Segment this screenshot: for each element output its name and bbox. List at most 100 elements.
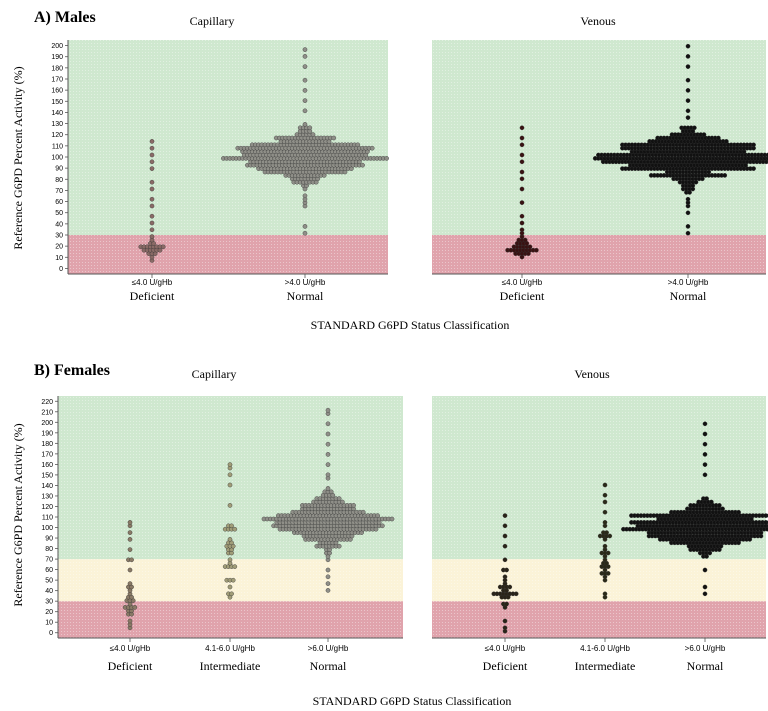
data-point: [227, 472, 233, 478]
y-tick-label: 220: [41, 399, 53, 406]
data-point: [325, 431, 331, 437]
data-point: [328, 489, 334, 495]
y-tick-label: 40: [55, 221, 63, 228]
data-point: [722, 173, 728, 178]
data-point: [127, 567, 133, 573]
data-point: [685, 54, 691, 59]
data-point: [302, 224, 308, 229]
y-tick-label: 0: [59, 266, 63, 273]
data-point: [504, 567, 509, 573]
y-tick-label: 10: [45, 620, 53, 627]
data-point: [751, 142, 756, 148]
data-point: [519, 142, 525, 148]
y-tick-label: 110: [42, 515, 53, 522]
data-point: [302, 193, 308, 199]
x-tick-range-label: 4.1-6.0 U/gHb: [205, 644, 255, 653]
data-point: [685, 210, 691, 216]
data-point: [149, 234, 155, 239]
data-point: [519, 152, 525, 158]
data-point: [519, 169, 525, 175]
data-point: [702, 472, 708, 478]
data-point: [502, 523, 508, 529]
y-tick-label: 110: [52, 143, 63, 150]
swarm-normal: [221, 47, 389, 236]
data-point: [127, 581, 133, 586]
data-point: [701, 132, 707, 137]
data-point: [502, 533, 508, 539]
data-point: [502, 543, 508, 549]
x-tick-category-label: Deficient: [483, 659, 528, 673]
y-tick-label: 90: [45, 536, 53, 543]
x-tick-category-label: Normal: [287, 289, 324, 303]
data-point: [149, 213, 155, 219]
y-tick-label: 50: [45, 578, 53, 585]
y-tick-label: 160: [41, 462, 53, 469]
data-point: [502, 625, 508, 631]
group-title-capillary: Capillary: [190, 14, 235, 28]
data-point: [149, 203, 155, 209]
x-tick-category-label: Deficient: [500, 289, 545, 303]
y-tick-label: 200: [41, 420, 53, 427]
y-tick-label: 180: [41, 441, 53, 448]
data-point: [502, 618, 508, 624]
y-tick-label: 20: [55, 244, 63, 251]
y-tick-label: 30: [55, 233, 63, 240]
data-point: [702, 591, 708, 597]
data-point: [519, 220, 525, 226]
y-tick-label: 50: [55, 210, 63, 217]
swarm-normal: [621, 421, 768, 597]
y-axis-label: Reference G6PD Percent Activity (%): [11, 423, 25, 606]
data-point: [519, 186, 525, 192]
y-tick-label: 150: [41, 472, 53, 479]
data-point: [685, 43, 691, 49]
y-tick-label: 130: [51, 121, 63, 128]
x-tick-category-label: Deficient: [108, 659, 153, 673]
data-point: [605, 550, 611, 556]
data-point: [702, 567, 708, 573]
data-point: [685, 230, 691, 236]
data-point: [127, 530, 133, 535]
swarm-deficient: [505, 125, 539, 260]
y-tick-label: 180: [51, 65, 63, 72]
data-point: [325, 574, 331, 580]
x-tick-category-label: Intermediate: [200, 659, 261, 673]
y-tick-label: 0: [49, 630, 53, 637]
data-point: [302, 98, 308, 103]
x-tick-range-label: ≤4.0 U/gHb: [110, 644, 151, 653]
y-tick-label: 190: [41, 430, 53, 437]
data-point: [519, 135, 525, 141]
swarm-deficient: [122, 520, 138, 631]
data-point: [702, 462, 708, 467]
data-point: [325, 581, 331, 586]
data-point: [384, 156, 389, 161]
data-point: [127, 547, 133, 552]
data-point: [702, 452, 708, 457]
panel-males: A) Males Capillary Venous Reference G6PD…: [11, 9, 768, 332]
data-point: [310, 132, 316, 137]
data-point: [602, 499, 608, 505]
data-point: [507, 584, 513, 590]
x-tick-range-label: >4.0 U/gHb: [668, 278, 709, 287]
y-tick-label: 20: [45, 609, 53, 616]
data-point: [229, 523, 234, 529]
data-point: [502, 574, 508, 580]
data-point: [325, 486, 331, 491]
y-tick-label: 100: [51, 155, 63, 162]
y-tick-label: 30: [45, 599, 53, 606]
x-tick-range-label: >4.0 U/gHb: [285, 278, 326, 287]
data-point: [602, 520, 608, 525]
data-point: [149, 145, 155, 151]
data-point: [519, 125, 525, 131]
data-point: [765, 152, 768, 158]
data-point: [692, 125, 697, 131]
data-point: [232, 526, 238, 532]
data-point: [302, 47, 308, 52]
y-tick-label: 190: [51, 54, 63, 61]
data-point: [127, 520, 133, 525]
y-tick-label: 100: [41, 525, 53, 532]
data-point: [307, 125, 313, 131]
data-point: [302, 122, 308, 127]
data-point: [519, 227, 525, 233]
data-point: [325, 421, 331, 427]
